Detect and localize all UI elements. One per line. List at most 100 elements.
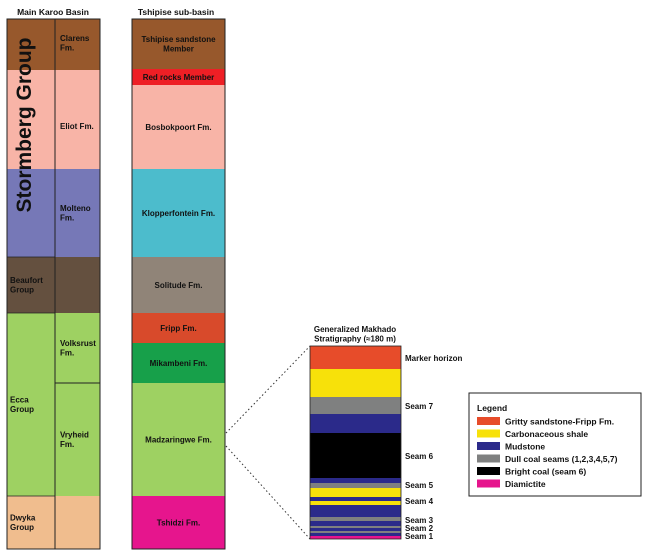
tshipise-unit-label: Solitude Fm. [155,281,203,290]
makhado-layer [310,369,401,397]
makhado-layer [310,521,401,526]
makhado-layer [310,483,401,488]
stormberg-band [7,70,55,169]
group-label: Group [10,523,34,532]
formation-label: Molteno [60,204,91,213]
formation-cell [55,70,100,169]
tshipise-border [131,18,226,550]
makhado-layer [310,528,401,531]
stormberg-group-label: Stormberg Group [13,37,36,212]
group-label: Ecca [10,395,29,404]
group-label: Beaufort [10,276,43,285]
makhado-layer [310,526,401,528]
seam-label: Seam 7 [405,402,434,411]
makhado-title: Stratigraphy (≈180 m) [314,335,396,344]
stormberg-band [7,19,55,70]
seam-label: Seam 3 [405,516,434,525]
stormberg-band [7,169,55,257]
tshipise-unit-label: Madzaringwe Fm. [145,435,212,444]
group-label: Group [10,286,34,295]
group-label: Group [10,405,34,414]
makhado-layer [310,531,401,533]
main-karoo-border [6,18,101,550]
tshipise-unit [132,69,225,85]
tshipise-unit-label: Tshidzi Fm. [157,518,200,527]
legend-swatch [477,467,500,475]
formation-cell [55,169,100,257]
formation-label: Fm. [60,440,74,449]
seam-label: Seam 2 [405,524,434,533]
formation-label: Volksrust [60,339,96,348]
formation-cell [55,313,100,383]
legend-item-label: Dull coal seams (1,2,3,4,5,7) [505,454,618,464]
legend-swatch [477,417,500,425]
legend-item-label: Gritty sandstone-Fripp Fm. [505,417,614,427]
tshipise-unit-label: Mikambeni Fm. [150,359,208,368]
makhado-border [309,345,402,540]
main-karoo-heading: Main Karoo Basin [17,7,89,17]
legend: Legend Gritty sandstone-Fripp Fm. Carbonac… [468,392,642,497]
connector-bottom [225,445,311,540]
makhado-layer [310,346,401,369]
makhado-layer [310,533,401,536]
group-cell [7,257,55,313]
seam-label: Marker horizon [405,354,462,363]
makhado-layer [310,497,401,501]
makhado-layer [310,505,401,517]
formation-cell [55,496,100,549]
legend-swatch [477,479,500,488]
group-cell [7,313,55,496]
tshipise-unit-label: Klopperfontein Fm. [142,209,215,218]
formation-cell [55,383,100,496]
main-karoo-column: BeaufortGroupEccaGroupDwykaGroupClarensF… [6,18,101,550]
group-cell [7,496,55,549]
seam-label: Seam 6 [405,452,434,461]
tshipise-unit-label: Red rocks Member [143,73,215,82]
legend-swatch [477,454,500,463]
legend-item-label: Bright coal (seam 6) [505,467,586,477]
seam-label: Seam 1 [405,532,434,541]
legend-title: Legend [477,403,507,413]
tshipise-unit [132,169,225,257]
makhado-title: Generalized Makhado [314,325,396,334]
formation-cell [55,257,100,313]
tshipise-unit [132,343,225,383]
tshipise-unit [132,257,225,313]
makhado-layer [310,414,401,433]
makhado-layer [310,397,401,414]
legend-item-label: Carbonaceous shale [505,429,588,439]
tshipise-heading: Tshipise sub-basin [138,7,214,17]
connector-top [225,345,311,434]
formation-label: Fm. [60,349,74,358]
makhado-layer [310,478,401,483]
makhado-layer [310,517,401,521]
seam-label: Seam 4 [405,497,434,506]
formation-label: Clarens [60,34,90,43]
tshipise-unit [132,85,225,169]
legend-swatch [477,442,500,450]
makhado-layer [310,501,401,505]
legend-item-label: Diamictite [505,479,546,489]
tshipise-unit-label: Tshipise sandstone [141,35,216,44]
legend-swatch [477,429,500,438]
tshipise-unit [132,19,225,69]
formation-label: Fm. [60,44,74,53]
formation-cell [55,19,100,70]
makhado-layer [310,433,401,478]
formation-label: Fm. [60,214,74,223]
tshipise-unit-label: Fripp Fm. [160,324,196,333]
makhado-layer [310,536,401,539]
tshipise-unit-label: Member [163,45,194,54]
tshipise-unit [132,313,225,343]
seam-label: Seam 5 [405,481,434,490]
legend-item-label: Mudstone [505,442,545,452]
tshipise-unit [132,496,225,549]
formation-label: Eliot Fm. [60,122,94,131]
tshipise-unit [132,383,225,496]
makhado-layer [310,488,401,497]
tshipise-unit-label: Bosbokpoort Fm. [145,123,211,132]
formation-label: Vryheid [60,430,89,439]
